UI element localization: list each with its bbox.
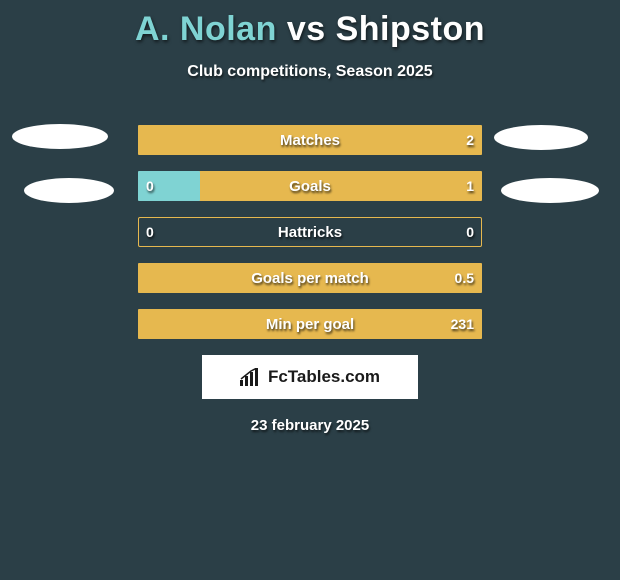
stat-row: 0.5Goals per match bbox=[138, 263, 482, 293]
bar-track bbox=[138, 217, 482, 247]
brand-text: FcTables.com bbox=[268, 367, 380, 387]
date-text: 23 february 2025 bbox=[0, 417, 620, 434]
stat-row: 01Goals bbox=[138, 171, 482, 201]
bar-fill-right bbox=[138, 125, 482, 155]
stat-row: 231Min per goal bbox=[138, 309, 482, 339]
brand-box: FcTables.com bbox=[202, 355, 418, 399]
vs-text: vs bbox=[287, 10, 326, 48]
bar-fill-right bbox=[138, 263, 482, 293]
avatar-placeholder bbox=[12, 124, 108, 149]
bar-fill-right bbox=[200, 171, 482, 201]
bar-fill-left bbox=[138, 171, 200, 201]
bar-fill-right bbox=[138, 309, 482, 339]
avatar-placeholder bbox=[501, 178, 599, 203]
avatar-placeholder bbox=[24, 178, 114, 203]
page-title: A. Nolan vs Shipston bbox=[0, 0, 620, 49]
stat-row: 00Hattricks bbox=[138, 217, 482, 247]
player2-name: Shipston bbox=[336, 10, 485, 48]
bars-icon bbox=[240, 368, 262, 386]
stat-row: 2Matches bbox=[138, 125, 482, 155]
avatar-placeholder bbox=[494, 125, 588, 150]
subtitle: Club competitions, Season 2025 bbox=[0, 63, 620, 81]
player1-name: A. Nolan bbox=[135, 10, 277, 48]
stats-container: 2Matches 01Goals 00Hattricks 0.5Goals per m… bbox=[0, 125, 620, 339]
